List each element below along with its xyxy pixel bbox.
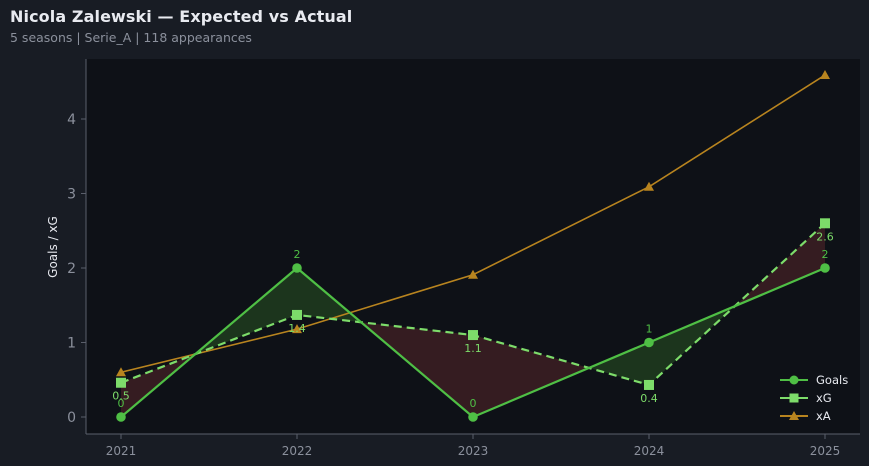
legend-item-goals: Goals (816, 373, 848, 387)
goals-value-label: 1 (646, 323, 653, 336)
chart-subtitle: 5 seasons | Serie_A | 118 appearances (10, 30, 252, 45)
x-tick-label: 2023 (458, 444, 489, 458)
x-tick-label: 2022 (282, 444, 313, 458)
y-tick-label: 3 (67, 187, 76, 203)
x-tick-label: 2024 (634, 444, 665, 458)
chart-title: Nicola Zalewski — Expected vs Actual (10, 7, 353, 26)
xg-marker (820, 218, 830, 229)
xg-value-label: 1.4 (288, 322, 306, 335)
data-labels: 0 2 0 1 2 0.5 1.4 1.1 0.4 2.6 (112, 230, 834, 410)
xa-marker (820, 70, 830, 80)
y-tick-label: 4 (67, 112, 76, 128)
xg-value-label: 0.5 (112, 390, 130, 403)
goals-value-label: 2 (294, 248, 301, 261)
goals-value-label: 0 (470, 397, 477, 410)
xg-marker (644, 379, 654, 390)
goals-marker (292, 263, 302, 273)
xg-value-label: 1.1 (464, 342, 482, 355)
goals-marker (644, 337, 654, 348)
legend-item-xa: xA (816, 409, 831, 423)
x-tick-label: 2021 (106, 444, 137, 458)
y-tick-label: 2 (67, 261, 76, 277)
goals-marker (820, 263, 830, 273)
y-axis-label: Goals / xG (46, 216, 60, 278)
xa-marker (116, 367, 126, 377)
goals-marker (468, 412, 478, 422)
xa-marker (292, 324, 302, 334)
xg-marker (292, 309, 302, 320)
xa-marker (468, 269, 478, 279)
xg-value-label: 0.4 (640, 392, 658, 405)
xg-marker (116, 377, 126, 388)
y-tick-label: 1 (67, 336, 76, 352)
y-tick-label: 0 (67, 410, 76, 426)
legend: Goals xG xA (780, 373, 848, 423)
goals-value-label: 0 (118, 397, 125, 410)
xa-marker (644, 181, 654, 191)
xg-value-label: 2.6 (816, 230, 834, 243)
series-lines (116, 70, 830, 422)
goals-value-label: 2 (822, 248, 829, 261)
xg-marker (468, 330, 478, 341)
legend-item-xg: xG (816, 391, 832, 405)
goals-marker (116, 412, 126, 422)
x-tick-label: 2025 (810, 444, 841, 458)
